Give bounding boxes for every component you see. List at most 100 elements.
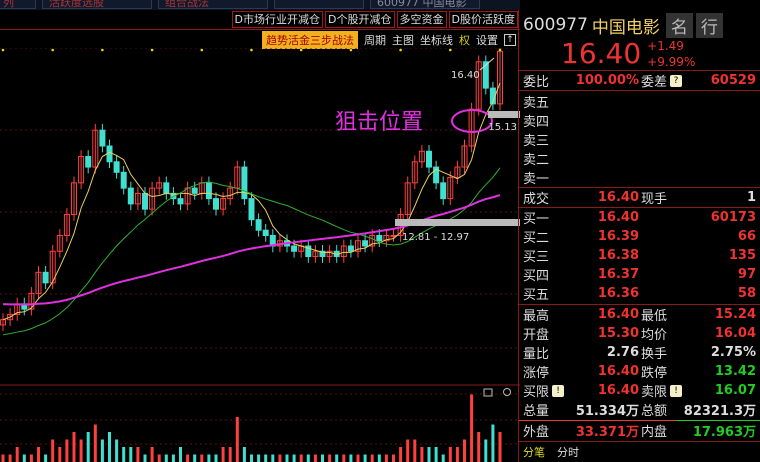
candle [355,240,361,252]
volume-bar [292,454,296,462]
info-icon[interactable]: ! [552,384,565,397]
candle [475,61,482,110]
candle [113,161,120,173]
divider [0,29,520,30]
info-icon[interactable]: ! [670,384,683,397]
stat-label-text: 开盘 [523,328,550,343]
bid-price: 16.38 [597,248,639,263]
candle [411,161,418,184]
bid-row: 买四 16.37 97 [523,265,756,284]
stat-label-text: 最高 [523,309,550,324]
tab-minute[interactable]: 分时 [557,445,579,459]
period-button[interactable]: 周期 [364,34,386,47]
market-sector-position-button[interactable]: D市场行业开减仓 [231,11,324,28]
stat-value-2: 2.75% [710,345,756,360]
stat-label-text: 量比 [523,347,550,362]
candle [56,234,63,252]
signal-dot [498,48,502,52]
candle [383,234,390,242]
volume-bar [299,454,303,462]
tab-empty[interactable] [274,0,364,9]
strategy-button[interactable]: 趋势活金三步战法 [262,31,358,49]
stat-value-2: 13.42 [714,364,756,379]
candle [92,129,99,168]
stat-label-2-text: 最低 [641,309,668,324]
stat-label: 最高 [523,305,567,324]
stat-label-2-text: 总额 [641,404,668,419]
stock-position-button[interactable]: D个股开减仓 [325,11,395,28]
bid-price: 16.36 [597,286,639,301]
stat-label-2-text: 换手 [641,347,668,362]
window-icon[interactable] [483,388,493,397]
volume-bar [441,454,445,462]
stat-label-2-text: 跌停 [641,366,668,381]
volume-bar [200,454,204,462]
axis-button[interactable]: 坐标线 [420,34,453,47]
volume-bar [491,424,495,462]
candle [433,166,440,184]
volume-bar [122,447,126,462]
tab-trades[interactable]: 分笔 [523,445,545,459]
stat-label: 买限! [523,381,567,400]
tab-active-stock-picker[interactable]: 活跃度选股 [42,0,152,9]
rights-button[interactable]: 权 [459,34,470,47]
range-label: 12.81 - 12.97 [402,232,469,243]
level-label: 15.13 [488,122,517,133]
stat-label: 开盘 [523,324,567,343]
outer-value: 33.371万 [575,425,639,440]
kline-chart[interactable]: 狙击位置 16.40 15.13 12.81 - 12.97 [0,48,520,462]
candle [305,245,312,258]
candle [71,182,77,215]
expand-icon[interactable]: ↑ [504,34,516,46]
stock-name: 中国电影 [591,17,660,38]
long-short-fund-button[interactable]: 多空资金 [396,11,447,28]
stat-label-2: 最低 [641,305,681,324]
industry-button[interactable]: 行 [695,12,723,38]
candle [63,213,70,236]
stat-label-2-text: 卖限 [641,385,668,400]
main-chart-button[interactable]: 主图 [392,34,414,47]
volume-bar [250,454,253,462]
volume-bar [8,454,12,462]
price-activity-button[interactable]: D股价活跃度 [448,11,518,28]
volume-bar [100,439,104,462]
signal-dot [349,48,353,52]
volume-bar [221,447,225,462]
stat-label: 总量 [523,400,567,419]
volume-bar [257,454,261,462]
signal-dot [150,48,154,52]
price-change: +1.49 [647,38,684,53]
candle [142,192,148,210]
volume-bar [93,424,97,462]
range-bar [395,219,520,226]
volume-bar [399,447,403,462]
zoom-icon[interactable] [503,388,511,396]
settings-button[interactable]: 设置 [476,34,498,47]
volume-bar [448,447,452,462]
volume-bar [58,447,62,462]
volume-bar [37,447,40,462]
stat-value-2: 16.07 [714,383,756,398]
tab-combo-strategy[interactable]: 组合战法 [158,0,268,9]
volume-bar [392,454,395,462]
bid-label: 买五 [523,288,550,303]
stat-label-text: 买限 [523,385,550,400]
volume-bar [363,454,367,462]
stat-label-2: 跌停 [641,362,681,381]
ask-5: 卖五 [523,96,550,111]
chart-toolbar: 趋势活金三步战法 周期 主图 坐标线 权 设置 ↑ [262,31,516,49]
candle [248,198,255,221]
candle [362,240,369,247]
weicha-value: 60529 [710,73,756,88]
help-icon[interactable]: ? [670,74,683,87]
tab-0[interactable]: 列 [0,0,36,9]
stat-label-2: 均价 [641,324,681,343]
stat-label-2: 总额 [641,400,681,419]
volume-bar [235,417,239,462]
signal-dot [1,48,5,52]
candle [120,171,127,189]
name-button[interactable]: 名 [665,12,693,38]
tab-stock[interactable]: 600977 中国电影 [370,0,480,9]
volume-bar [413,439,417,462]
price-change-pct: +9.99% [647,54,696,69]
